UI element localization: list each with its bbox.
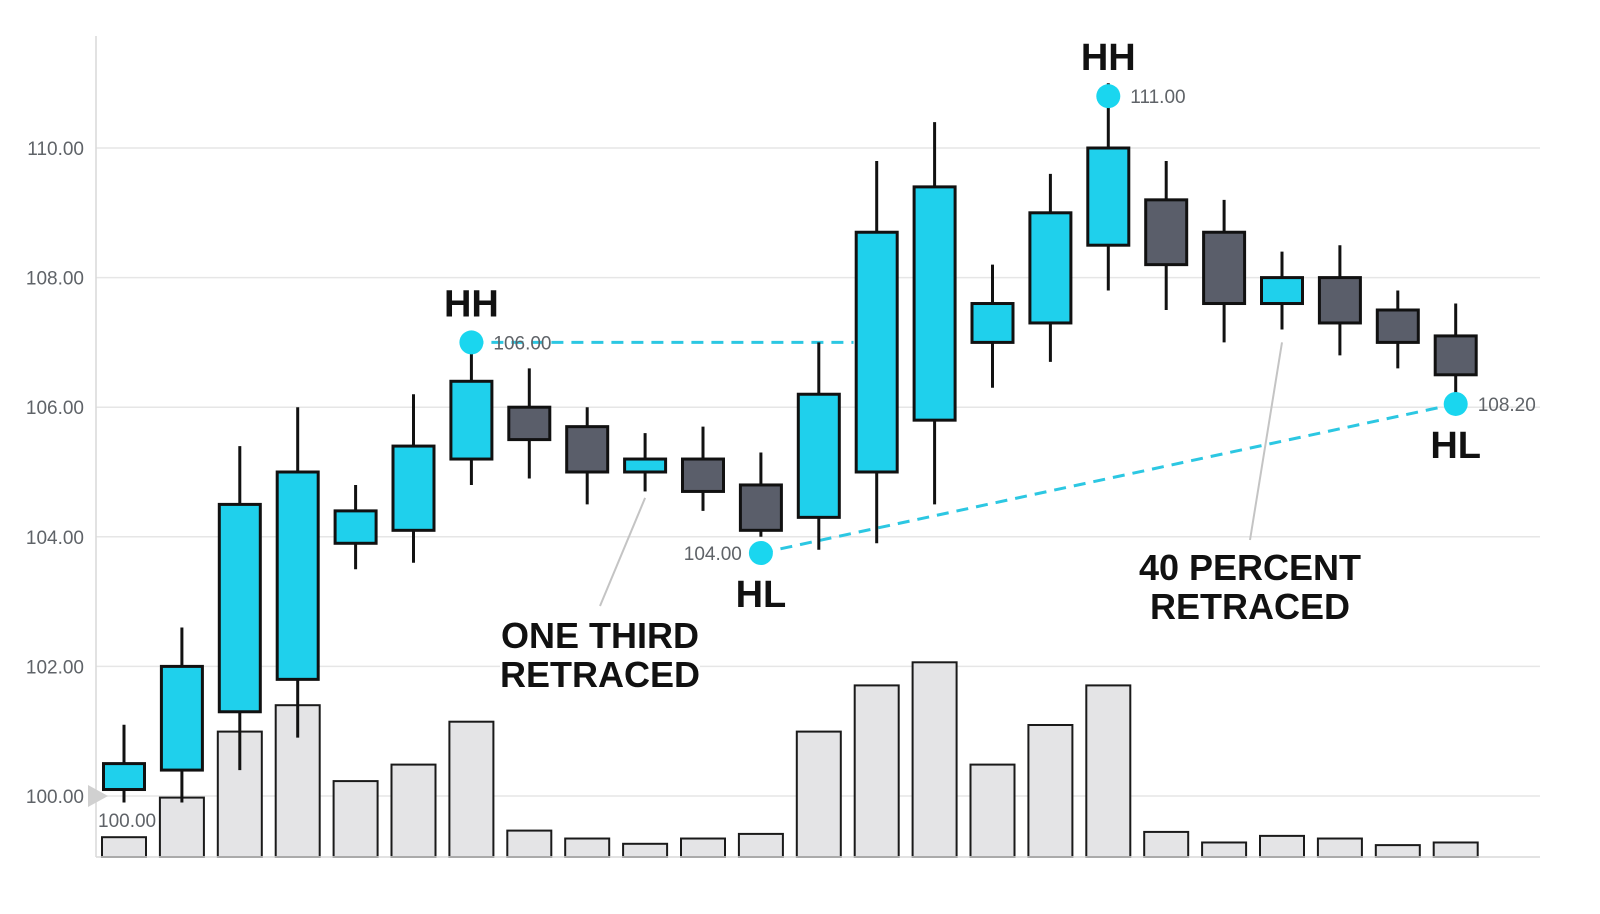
callout-background (1150, 548, 1350, 634)
volume-bar (1316, 837, 1363, 859)
volume-bar (1201, 841, 1248, 858)
start-marker-icon (88, 785, 108, 807)
candle-body-down (681, 457, 725, 493)
candle-body-up (102, 762, 146, 792)
volume-bars (101, 661, 1479, 859)
candle-body-up (1086, 146, 1131, 247)
swing-label: HL (736, 574, 787, 616)
volume-bar (1374, 844, 1421, 858)
candle-body-down (1202, 230, 1247, 306)
candle-body-up (854, 230, 899, 474)
candle-body-up (333, 509, 378, 545)
volume-bar (1027, 724, 1074, 858)
volume-bar (158, 796, 205, 858)
swing-price-label: 106.00 (493, 333, 551, 354)
callout-line-2: RETRACED (500, 654, 700, 695)
swing-price-label: 108.20 (1478, 395, 1536, 416)
candle-body-down (1317, 276, 1362, 325)
volume-bar (1432, 841, 1479, 858)
candle-body-down (507, 405, 552, 442)
candle-body-up (159, 664, 204, 772)
candle-body-down (565, 425, 610, 474)
candle-body-up (217, 502, 262, 714)
volume-bar (564, 837, 611, 859)
volume-bar (1085, 684, 1132, 859)
swing-price-label: 111.00 (1130, 87, 1185, 108)
volume-bar (390, 763, 437, 858)
volume-bar (448, 720, 495, 859)
trend-lines (471, 340, 1457, 555)
volume-bar (101, 836, 147, 859)
y-tick-label: 100.00 (26, 787, 84, 808)
candle-body-up (796, 392, 841, 519)
y-tick-label: 110.00 (27, 139, 84, 160)
candle-body-up (1028, 211, 1073, 325)
y-tick-label: 104.00 (26, 528, 84, 549)
swing-point-marker (459, 330, 484, 355)
volume-bar (853, 684, 900, 859)
swing-point-marker (748, 541, 773, 565)
volume-bar (911, 661, 958, 858)
candle-body-up (912, 185, 957, 422)
callout-pointer-line (1249, 342, 1283, 541)
candle-body-up (970, 302, 1015, 344)
candle-body-up (1260, 276, 1304, 306)
candle-body-down (738, 483, 783, 532)
callout-background (500, 616, 700, 702)
swing-label: HL (1430, 425, 1481, 467)
candle-body-down (1144, 198, 1189, 267)
volume-bar (506, 829, 553, 858)
callout-pointer-line (599, 497, 647, 607)
callout-line-2: RETRACED (1150, 586, 1350, 627)
volume-bar (1259, 834, 1305, 859)
volume-bar (969, 763, 1016, 858)
y-tick-label: 106.00 (26, 398, 84, 419)
swing-points: HH 106.00 HL 104.00 HH 111.00 HL 108.20 (444, 37, 1536, 616)
volume-bar (332, 780, 379, 858)
y-tick-label: 102.00 (26, 657, 84, 678)
candle-body-up (275, 470, 320, 681)
candle-body-up (391, 444, 436, 532)
callout-line-1: ONE THIRD (501, 615, 699, 656)
volume-bar (680, 837, 726, 859)
swing-price-label: 104.00 (684, 544, 742, 565)
volume-bar (1143, 830, 1190, 858)
y-tick-label: 108.00 (26, 269, 84, 290)
swing-point-marker (1096, 84, 1121, 109)
volume-bar (622, 842, 669, 858)
swing-label: HH (444, 283, 499, 325)
candles (102, 83, 1478, 803)
callout-line-1: 40 PERCENT (1139, 547, 1361, 588)
y-axis: 100.00 102.00 104.00 106.00 108.00 110.00 100.… (26, 36, 1540, 858)
candle-body-up (449, 379, 494, 461)
volume-bar (737, 832, 784, 859)
swing-point-marker (1443, 391, 1468, 416)
candle-body-up (623, 457, 668, 474)
volume-bar (795, 730, 842, 858)
candle-body-down (1433, 334, 1478, 377)
candle-body-down (1375, 308, 1420, 344)
swing-label: HH (1081, 37, 1136, 79)
start-price-label: 100.00 (98, 811, 156, 832)
